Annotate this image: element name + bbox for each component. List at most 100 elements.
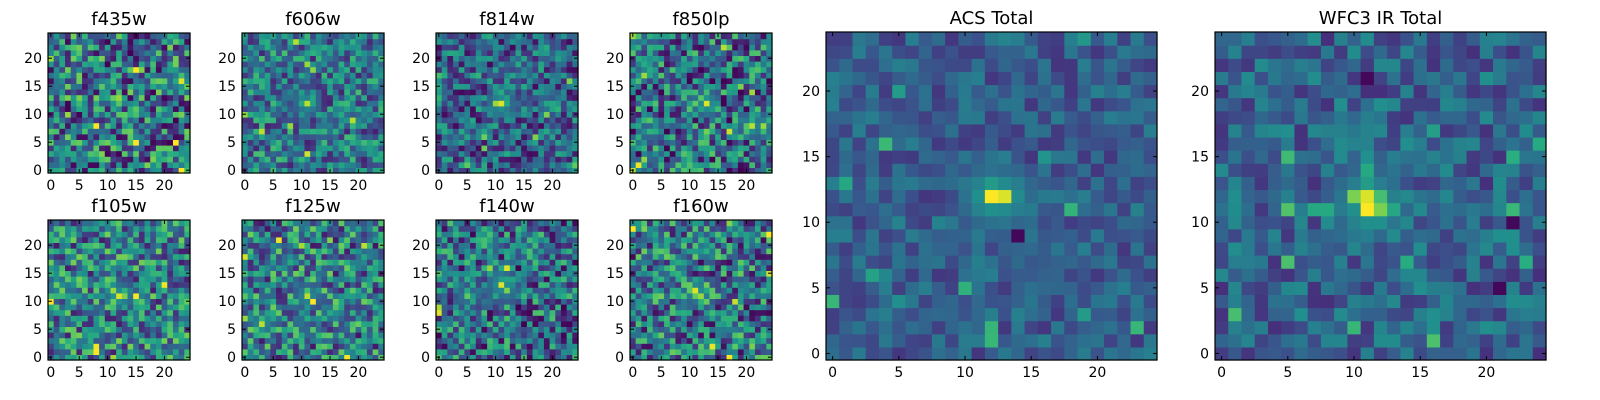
x-tick-label: 10 (681, 178, 699, 194)
pixel-cell (298, 139, 306, 146)
pixel-cell (133, 111, 140, 118)
pixel-cell (172, 236, 180, 243)
pixel-cell (315, 259, 323, 266)
pixel-cell (264, 298, 271, 305)
pixel-cell (378, 94, 385, 101)
pixel-cell (372, 139, 379, 146)
pixel-cell (161, 298, 168, 305)
pixel-cell (167, 281, 174, 288)
pixel-cell (310, 248, 317, 255)
pixel-cell (641, 38, 648, 45)
pixel-cell (749, 298, 756, 305)
pixel-cell (720, 128, 728, 135)
pixel-cell (521, 38, 528, 45)
pixel-cell (509, 66, 517, 73)
pixel-cell (155, 161, 163, 168)
pixel-cell (647, 139, 654, 146)
pixel-cell (59, 105, 66, 112)
pixel-cell (487, 89, 494, 96)
pixel-cell (498, 145, 505, 152)
pixel-cell (127, 122, 134, 129)
pixel-cell (338, 354, 345, 361)
pixel-cell (549, 242, 556, 249)
pixel-cell (270, 55, 277, 62)
pixel-cell (647, 156, 654, 163)
pixel-cell (515, 139, 522, 146)
pixel-cell (378, 281, 385, 288)
pixel-cell (287, 292, 294, 299)
pixel-cell (453, 220, 460, 227)
pixel-cell (703, 304, 711, 311)
pixel-cell (447, 83, 454, 90)
pixel-cell (515, 167, 522, 174)
pixel-cell (270, 105, 277, 112)
pixel-cell (372, 304, 379, 311)
pixel-cell (703, 44, 711, 51)
pixel-cell (304, 231, 311, 238)
pixel-cell (658, 348, 665, 355)
pixel-cell (110, 225, 117, 232)
pixel-cell (133, 248, 140, 255)
pixel-cell (737, 326, 745, 333)
pixel-cell (743, 49, 750, 56)
pixel-cell (355, 83, 362, 90)
pixel-cell (133, 139, 140, 146)
pixel-cell (732, 89, 739, 96)
pixel-cell (436, 94, 443, 101)
pixel-cell (749, 287, 756, 294)
pixel-cell (355, 128, 362, 135)
pixel-cell (475, 100, 483, 107)
pixel-cell (658, 145, 665, 152)
pixel-cell (378, 332, 385, 339)
pixel-cell (70, 33, 77, 40)
pixel-cell (315, 320, 323, 327)
pixel-cell (504, 309, 511, 316)
pixel-cell (572, 332, 579, 339)
pixel-cell (458, 156, 465, 163)
pixel-cell (298, 94, 306, 101)
pixel-cell (521, 337, 528, 344)
pixel-cell (543, 77, 551, 84)
pixel-cell (332, 94, 340, 101)
pixel-cell (259, 161, 266, 168)
pixel-cell (338, 161, 345, 168)
pixel-cell (737, 332, 745, 339)
pixel-cell (515, 231, 522, 238)
pixel-cell (509, 49, 517, 56)
pixel-cell (247, 220, 254, 227)
pixel-cell (555, 94, 562, 101)
pixel-cell (572, 72, 579, 79)
pixel-cell (686, 139, 694, 146)
pixel-cell (504, 276, 511, 283)
pixel-cell (304, 354, 311, 361)
pixel-cell (709, 66, 716, 73)
pixel-cell (53, 66, 60, 73)
pixel-cell (253, 259, 260, 266)
pixel-cell (48, 236, 55, 243)
pixel-cell (155, 72, 163, 79)
pixel-cell (104, 270, 112, 277)
pixel-cell (327, 315, 334, 322)
pixel-cell (281, 128, 289, 135)
pixel-cell (566, 150, 573, 157)
pixel-cell (703, 105, 711, 112)
pixel-cell (349, 105, 357, 112)
pixel-cell (264, 287, 271, 294)
pixel-cell (264, 117, 271, 124)
pixel-grid (242, 220, 385, 361)
pixel-cell (504, 105, 511, 112)
pixel-cell (515, 145, 522, 152)
pixel-cell (504, 77, 511, 84)
pixel-cell (59, 83, 66, 90)
pixel-cell (281, 61, 289, 68)
pixel-cell (167, 128, 174, 135)
pixel-cell (87, 343, 95, 350)
pixel-cell (447, 259, 454, 266)
pixel-cell (59, 231, 66, 238)
pixel-cell (692, 33, 699, 40)
pixel-cell (658, 315, 665, 322)
pixel-cell (492, 287, 500, 294)
pixel-cell (447, 236, 454, 243)
pixel-cell (93, 354, 100, 361)
pixel-cell (458, 150, 465, 157)
